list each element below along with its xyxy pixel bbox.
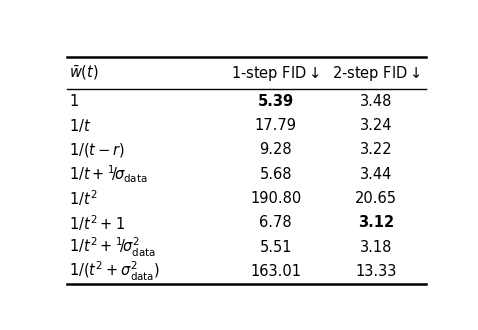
Text: 3.12: 3.12	[358, 215, 394, 230]
Text: 3.22: 3.22	[360, 142, 392, 157]
Text: 3.18: 3.18	[360, 240, 392, 254]
Text: $1/t^2$: $1/t^2$	[69, 188, 98, 208]
Text: 3.48: 3.48	[360, 94, 392, 109]
Text: $1/t^2 + 1$: $1/t^2 + 1$	[69, 213, 125, 233]
Text: 6.78: 6.78	[259, 215, 292, 230]
Text: 13.33: 13.33	[356, 264, 397, 279]
Text: 17.79: 17.79	[255, 118, 296, 133]
Text: $1/(t^2+\sigma^2_{\mathrm{data}})$: $1/(t^2+\sigma^2_{\mathrm{data}})$	[69, 260, 160, 283]
Text: $1/t$: $1/t$	[69, 117, 91, 134]
Text: 9.28: 9.28	[259, 142, 292, 157]
Text: 2-step FID$\downarrow$: 2-step FID$\downarrow$	[332, 64, 421, 83]
Text: 190.80: 190.80	[250, 191, 301, 206]
Text: 163.01: 163.01	[250, 264, 301, 279]
Text: 5.39: 5.39	[258, 94, 293, 109]
Text: 20.65: 20.65	[355, 191, 397, 206]
Text: $1/t^2 + {}^1\!/\!\sigma^2_{\mathrm{data}}$: $1/t^2 + {}^1\!/\!\sigma^2_{\mathrm{data…	[69, 236, 156, 259]
Text: 3.44: 3.44	[360, 167, 392, 182]
Text: $\bar{w}(t)$: $\bar{w}(t)$	[69, 64, 99, 82]
Text: $1/t + {}^1\!/\!\sigma_{\mathrm{data}}$: $1/t + {}^1\!/\!\sigma_{\mathrm{data}}$	[69, 163, 148, 185]
Text: $1$: $1$	[69, 93, 79, 109]
Text: $1/(t-r)$: $1/(t-r)$	[69, 141, 125, 159]
Text: 5.51: 5.51	[260, 240, 292, 254]
Text: 3.24: 3.24	[360, 118, 392, 133]
Text: 5.68: 5.68	[260, 167, 292, 182]
Text: 1-step FID$\downarrow$: 1-step FID$\downarrow$	[231, 64, 320, 83]
